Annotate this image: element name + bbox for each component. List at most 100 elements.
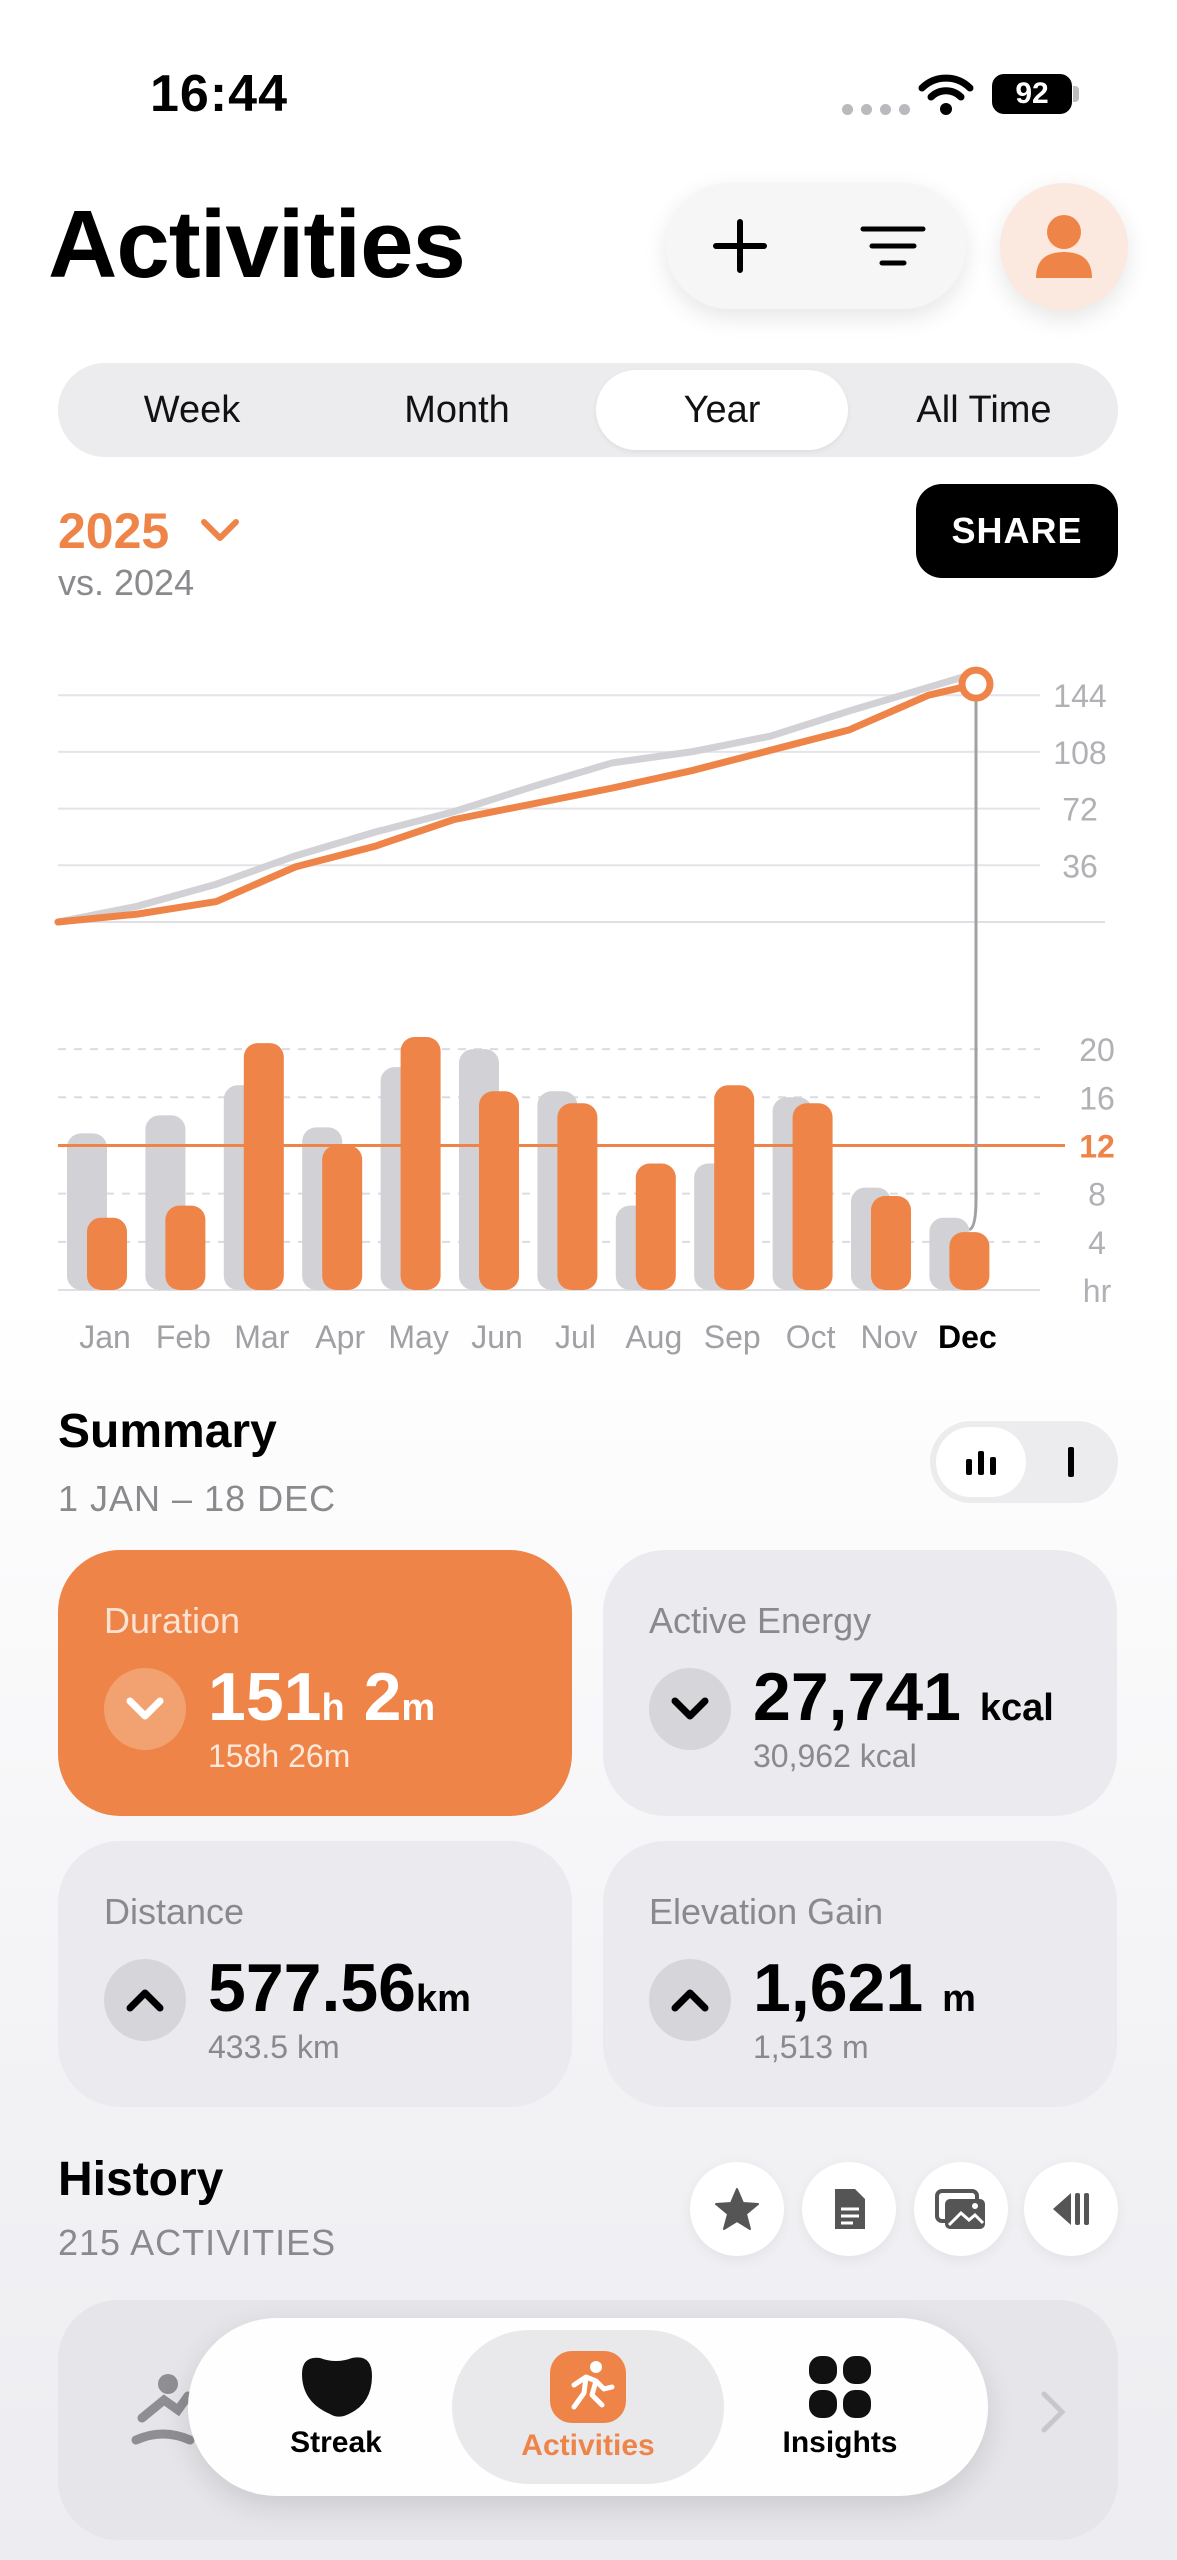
x-tick-label: Mar: [234, 1319, 289, 1355]
share-button[interactable]: SHARE: [916, 484, 1118, 578]
bar-2025-jul: [557, 1103, 598, 1290]
tab-label: Streak: [290, 2426, 382, 2459]
export-document-button[interactable]: [802, 2162, 896, 2256]
history-title: History: [58, 2153, 224, 2206]
segment-year[interactable]: Year: [596, 370, 848, 450]
compare-year-label: vs. 2024: [58, 562, 195, 603]
meditation-figure-icon: [131, 2374, 195, 2445]
segment-all-time[interactable]: All Time: [916, 388, 1052, 431]
running-icon: [550, 2351, 626, 2423]
plus-icon: [713, 219, 767, 273]
x-tick-label: Feb: [156, 1319, 211, 1355]
page-title: Activities: [48, 191, 466, 298]
period-segmented-control: Week Month Year All Time: [58, 363, 1118, 457]
sidebar-toggle-button[interactable]: [1024, 2162, 1118, 2256]
trend-up-icon: [649, 1959, 731, 2041]
add-activity-button[interactable]: [690, 196, 790, 296]
selection-marker: [958, 666, 994, 702]
single-view-button[interactable]: [1030, 1427, 1112, 1497]
bar-2025-feb: [165, 1205, 206, 1290]
segment-week[interactable]: Week: [143, 388, 241, 431]
x-tick-label: Nov: [861, 1319, 918, 1355]
elevation-gain-card[interactable]: Elevation Gain 1,621 m 1,513 m: [603, 1841, 1117, 2107]
card-label: Distance: [104, 1891, 245, 1932]
card-label: Elevation Gain: [649, 1891, 884, 1932]
x-tick-label: Jan: [79, 1319, 131, 1355]
x-tick-label: Oct: [786, 1319, 836, 1355]
summary-title: Summary: [58, 1405, 277, 1458]
trend-down-icon: [104, 1668, 186, 1750]
bar-2025-mar: [243, 1043, 284, 1290]
bar-2025-jan: [87, 1217, 127, 1290]
bar-chart-icon: [966, 1451, 996, 1475]
y-tick-label: 108: [1053, 735, 1106, 771]
y-tick-label: 4: [1088, 1225, 1106, 1261]
bar-2025-dec: [949, 1232, 990, 1290]
profile-avatar-button[interactable]: [1000, 183, 1128, 311]
trend-down-icon: [649, 1668, 731, 1750]
bar-view-button[interactable]: [936, 1427, 1026, 1497]
battery-icon: 92: [992, 74, 1072, 114]
card-label: Duration: [104, 1600, 241, 1641]
summary-range: 1 JAN – 18 DEC: [58, 1478, 337, 1519]
x-tick-label: Dec: [938, 1319, 997, 1355]
filter-button[interactable]: [843, 196, 943, 296]
favorites-button[interactable]: [690, 2162, 784, 2256]
card-compare-value: 1,513 m: [753, 2029, 869, 2065]
tab-streak[interactable]: Streak: [228, 2330, 444, 2484]
wifi-icon: [918, 74, 974, 115]
person-icon: [1036, 215, 1092, 278]
x-tick-label: May: [388, 1319, 448, 1355]
cellular-signal-icon: [842, 104, 910, 115]
battery-nub: [1073, 86, 1079, 102]
y-tick-label: 16: [1079, 1080, 1115, 1116]
bar-2025-nov: [871, 1196, 911, 1290]
card-value: 1,621 m: [753, 1950, 976, 2026]
sidebar-icon: [1053, 2193, 1089, 2225]
distance-card[interactable]: Distance 577.56km 433.5 km: [58, 1841, 572, 2107]
chevron-right-icon: [1041, 2391, 1066, 2433]
x-tick-label: Aug: [625, 1319, 682, 1355]
x-tick-label: Jun: [471, 1319, 523, 1355]
tab-activities[interactable]: Activities: [452, 2330, 724, 2484]
x-tick-label: Apr: [315, 1319, 365, 1355]
active-energy-card[interactable]: Active Energy 27,741 kcal 30,962 kcal: [603, 1550, 1117, 1816]
card-value: 577.56km: [208, 1950, 471, 2026]
segment-month[interactable]: Month: [404, 388, 510, 431]
y-tick-label: hr: [1083, 1273, 1112, 1309]
line-bar-icon: [1068, 1447, 1074, 1477]
photo-stack-icon: [935, 2189, 985, 2229]
chevron-down-icon[interactable]: [200, 516, 240, 544]
tab-insights[interactable]: Insights: [740, 2330, 940, 2484]
photos-button[interactable]: [914, 2162, 1008, 2256]
card-compare-value: 158h 26m: [208, 1738, 351, 1774]
status-time: 16:44: [150, 65, 288, 123]
trend-up-icon: [104, 1959, 186, 2041]
bar-2025-may: [400, 1037, 441, 1290]
streak-icon: [302, 2357, 372, 2417]
tab-label: Activities: [521, 2429, 655, 2462]
bar-2025-oct: [792, 1103, 833, 1290]
grid-icon: [809, 2356, 871, 2418]
duration-card[interactable]: Duration 151h 2m 158h 26m: [58, 1550, 572, 1816]
average-label: 12: [1079, 1128, 1115, 1164]
bar-2025-sep: [714, 1085, 755, 1290]
document-icon: [835, 2189, 865, 2229]
x-tick-label: Jul: [555, 1319, 596, 1355]
series-line-2025: [54, 680, 980, 926]
year-selector[interactable]: 2025: [58, 503, 170, 559]
tab-label: Insights: [782, 2426, 898, 2459]
card-value: 27,741 kcal: [753, 1659, 1054, 1735]
series-line-2024: [54, 669, 980, 926]
y-tick-label: 20: [1079, 1032, 1115, 1068]
history-count: 215 ACTIVITIES: [58, 2222, 337, 2263]
card-label: Active Energy: [649, 1600, 872, 1641]
star-icon: [715, 2188, 759, 2230]
filter-icon: [860, 226, 926, 266]
bar-2025-apr: [322, 1145, 363, 1290]
x-tick-label: Sep: [704, 1319, 761, 1355]
bar-2025-jun: [479, 1091, 519, 1290]
y-tick-label: 8: [1088, 1177, 1106, 1213]
y-tick-label: 72: [1062, 792, 1098, 828]
card-value: 151h 2m: [208, 1659, 436, 1735]
